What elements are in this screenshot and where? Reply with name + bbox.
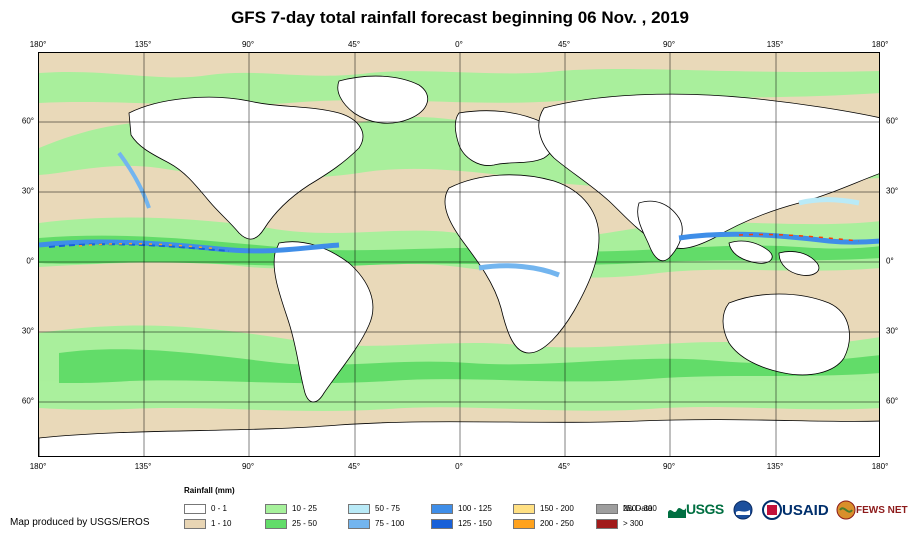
graticule: [39, 53, 879, 456]
legend-swatch: [513, 518, 535, 529]
noaa-logo: [733, 500, 753, 520]
legend-item: 150 - 200: [513, 503, 574, 514]
legend-item: No Data: [596, 503, 652, 514]
legend-label: 25 - 50: [292, 519, 317, 528]
lon-top-label: 135°: [134, 40, 152, 49]
lon-top-label: 45°: [557, 40, 571, 49]
legend-item: 50 - 75: [348, 503, 400, 514]
lat-right-label: 0°: [886, 256, 894, 266]
legend-item: 10 - 25: [265, 503, 317, 514]
fews-logo-text: FEWS NET: [856, 504, 908, 516]
legend-swatch: [596, 518, 618, 529]
legend-label: 150 - 200: [540, 504, 574, 513]
usgs-logo: USGS: [668, 500, 724, 518]
lat-right-label: 30°: [886, 186, 899, 196]
legend-item: > 300: [596, 518, 643, 529]
legend-label: 10 - 25: [292, 504, 317, 513]
lon-top-label: 90°: [241, 40, 255, 49]
legend-swatch: [348, 503, 370, 514]
lon-bottom-label: 90°: [662, 462, 676, 471]
legend-label: 75 - 100: [375, 519, 405, 528]
legend-title: Rainfall (mm): [184, 486, 235, 495]
lon-top-label: 135°: [766, 40, 784, 49]
rainfall-heavy-bands: [39, 151, 879, 278]
legend-item: 25 - 50: [265, 518, 317, 529]
legend-swatch: [265, 503, 287, 514]
legend-swatch: [348, 518, 370, 529]
lon-top-label: 0°: [455, 40, 463, 49]
legend-label: 100 - 125: [458, 504, 492, 513]
lon-bottom-label: 90°: [241, 462, 255, 471]
legend-label: 1 - 10: [211, 519, 232, 528]
lon-top-label: 180°: [29, 40, 47, 49]
legend-item: 200 - 250: [513, 518, 574, 529]
legend-label: No Data: [623, 504, 653, 513]
lat-left-label: 0°: [26, 256, 34, 266]
lat-left-label: 30°: [21, 186, 34, 196]
usaid-seal-icon: [762, 500, 782, 520]
lat-right-label: 60°: [886, 396, 899, 406]
usaid-logo: USAID: [762, 500, 829, 520]
legend-swatch: [184, 503, 206, 514]
lon-bottom-label: 45°: [557, 462, 571, 471]
lon-bottom-label: 135°: [766, 462, 784, 471]
lat-left-label: 60°: [21, 116, 34, 126]
lat-left-label: 60°: [21, 396, 34, 406]
lon-bottom-label: 45°: [347, 462, 361, 471]
rainfall-map: [38, 52, 880, 457]
usaid-logo-text: USAID: [782, 501, 829, 519]
legend-item: 0 - 1: [184, 503, 227, 514]
legend-label: 125 - 150: [458, 519, 492, 528]
legend-swatch: [431, 503, 453, 514]
continents: [39, 75, 879, 456]
lon-top-label: 45°: [347, 40, 361, 49]
legend-item: 1 - 10: [184, 518, 231, 529]
map-credit: Map produced by USGS/EROS: [10, 517, 150, 528]
legend-label: 50 - 75: [375, 504, 400, 513]
map-svg: [39, 53, 879, 456]
legend-swatch: [184, 518, 206, 529]
lon-bottom-label: 135°: [134, 462, 152, 471]
legend-item: 75 - 100: [348, 518, 404, 529]
legend-item: 100 - 125: [431, 503, 492, 514]
legend-label: 250 - 300: [623, 504, 657, 513]
lon-top-label: 90°: [662, 40, 676, 49]
legend-swatch: [596, 503, 618, 514]
usgs-wave-icon: [668, 508, 686, 518]
usgs-logo-text: USGS: [686, 501, 724, 517]
map-title: GFS 7-day total rainfall forecast beginn…: [231, 8, 689, 27]
lon-bottom-label: 180°: [871, 462, 889, 471]
noaa-seal-icon: [733, 500, 753, 520]
legend-item: 125 - 150: [431, 518, 492, 529]
legend-label: > 300: [623, 519, 644, 528]
lon-bottom-label: 0°: [455, 462, 463, 471]
legend-label: 0 - 1: [211, 504, 228, 513]
lat-right-label: 30°: [886, 326, 899, 336]
lon-bottom-label: 180°: [29, 462, 47, 471]
lat-right-label: 60°: [886, 116, 899, 126]
fews-logo: FEWS NET: [836, 500, 908, 520]
legend-label: 200 - 250: [540, 519, 574, 528]
lon-top-label: 180°: [871, 40, 889, 49]
legend-swatch: [513, 503, 535, 514]
fews-globe-icon: [836, 500, 856, 520]
legend-swatch: [265, 518, 287, 529]
legend-swatch: [431, 518, 453, 529]
lat-left-label: 30°: [21, 326, 34, 336]
